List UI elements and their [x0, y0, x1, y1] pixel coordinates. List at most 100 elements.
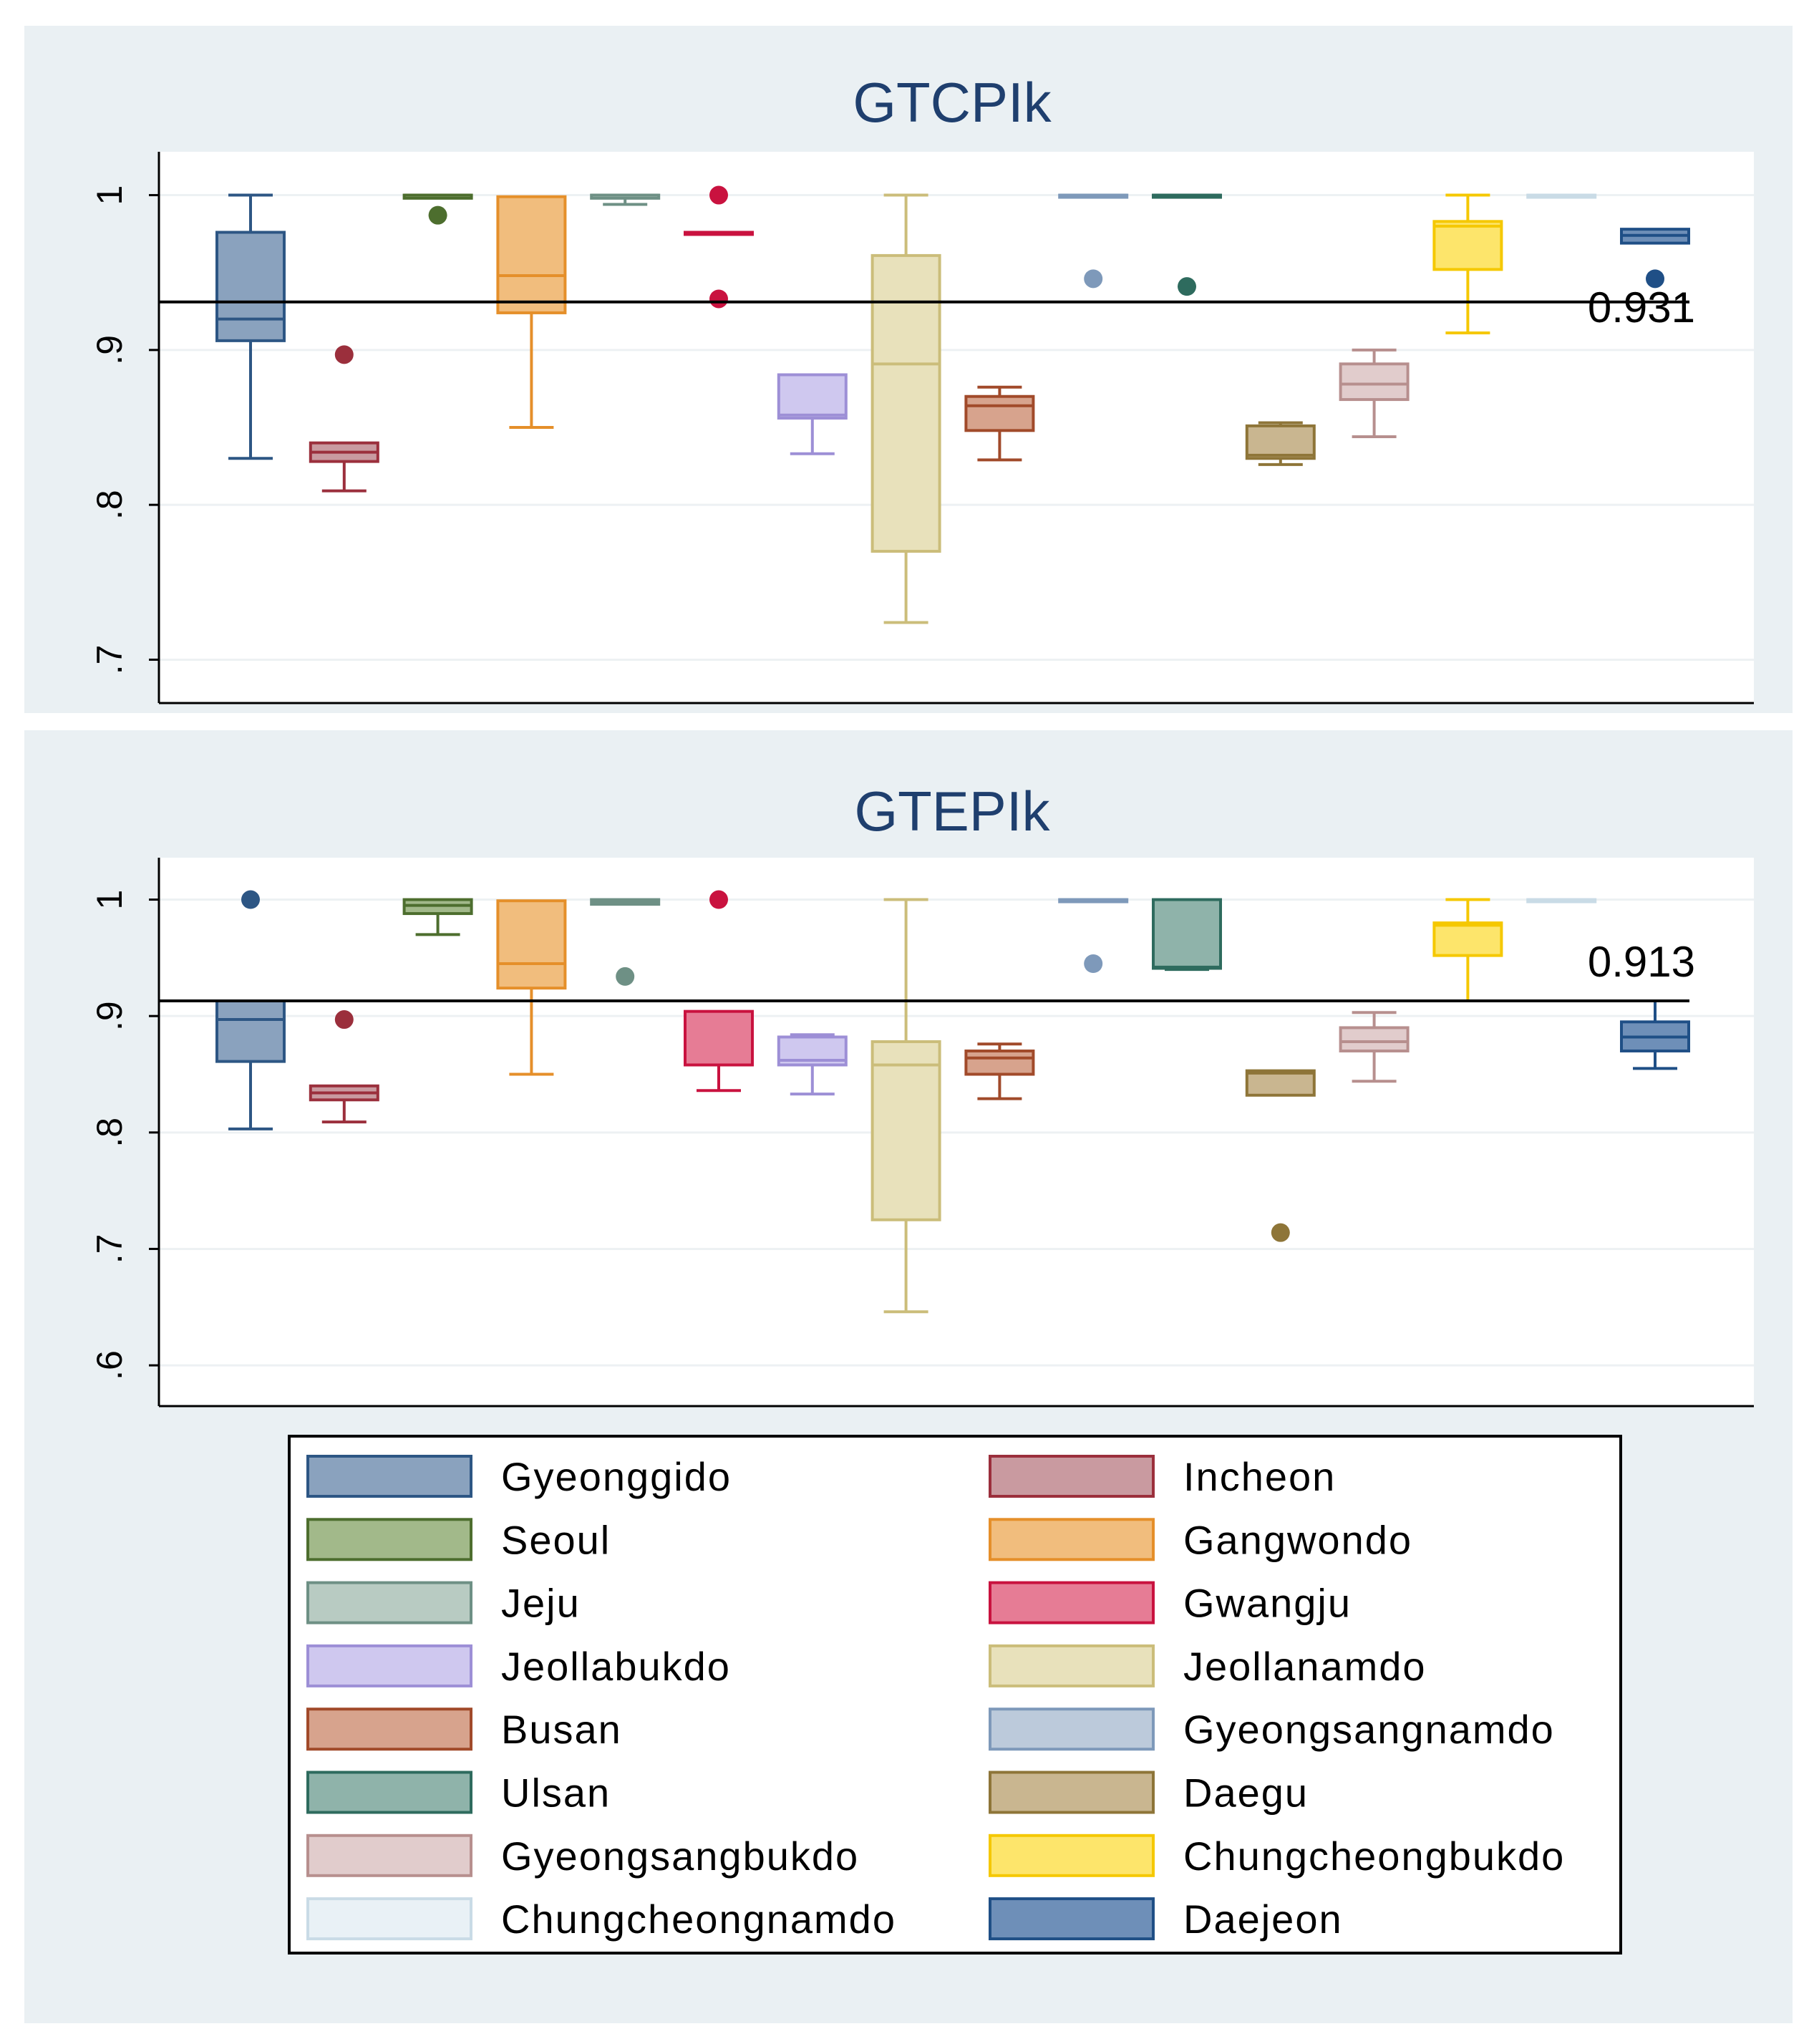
- gtcpik-plot-area: [159, 152, 1754, 703]
- legend-label: Daegu: [1183, 1771, 1309, 1816]
- gtcpik-y-tick-label: .8: [89, 490, 130, 520]
- gtcpik-y-tick-label: .7: [89, 645, 130, 675]
- gtcpik-box-jeollanamdo: [870, 193, 941, 624]
- legend-swatch: [306, 1708, 472, 1751]
- legend-item-gyeongsangbukdo: Gyeongsangbukdo: [306, 1834, 859, 1879]
- iqr-box: [1339, 362, 1410, 402]
- gtcpik-box-gangwondo: [496, 195, 567, 429]
- gtepik-box-chungcheongbukdo: [1432, 898, 1503, 1003]
- gtcpik-box-chungcheongnamdo: [1526, 193, 1597, 199]
- gtepik-y-tick-label: .7: [89, 1234, 130, 1264]
- outlier-point: [1646, 269, 1664, 289]
- gtepik-reference-label: 0.913: [1588, 938, 1695, 986]
- gtepik-axes: .6 .7 .8 .9 1: [89, 858, 1754, 1408]
- legend-item-daejeon: Daejeon: [989, 1897, 1343, 1942]
- gtcpik-box-chungcheongbukdo: [1432, 193, 1503, 335]
- iqr-box: [496, 899, 567, 990]
- gtepik-box-gwangju: [684, 890, 754, 1093]
- gtcpik-boxes: [215, 185, 1690, 624]
- gtepik-box-jeollabukdo: [777, 1033, 848, 1096]
- gtcpik-box-seoul: [402, 193, 473, 225]
- gtepik-box-jeollanamdo: [870, 898, 941, 1314]
- legend-label: Seoul: [501, 1517, 611, 1562]
- gtcpik-reference-label: 0.931: [1588, 284, 1695, 331]
- legend-swatch: [989, 1897, 1155, 1941]
- gtepik-y-tick-label: 1: [89, 890, 130, 910]
- gtcpik-box-gyeongsangnamdo: [1058, 193, 1129, 289]
- gtcpik-panel: GTCPIk .7 .8 .9 1 0.931: [24, 26, 1793, 713]
- legend-item-busan: Busan: [306, 1707, 622, 1752]
- legend-item-jeju: Jeju: [306, 1581, 579, 1626]
- legend-swatch: [989, 1834, 1155, 1877]
- iqr-box: [870, 1040, 941, 1221]
- legend-item-chungcheongnamdo: Chungcheongnamdo: [306, 1897, 896, 1942]
- iqr-box: [1245, 424, 1316, 460]
- gtcpik-y-tick-label: 1: [89, 185, 130, 205]
- iqr-box: [215, 231, 286, 342]
- legend-item-ulsan: Ulsan: [306, 1771, 611, 1816]
- gtepik-box-gyeonggido: [215, 890, 286, 1130]
- gtcpik-box-jeollabukdo: [777, 373, 848, 455]
- gtcpik-box-incheon: [309, 345, 379, 493]
- legend-label: Jeollanamdo: [1183, 1644, 1427, 1689]
- iqr-box: [1339, 1026, 1410, 1052]
- legend-item-gwangju: Gwangju: [989, 1581, 1350, 1626]
- iqr-box: [964, 1049, 1035, 1076]
- outlier-point: [1084, 269, 1103, 289]
- legend-frame: [288, 1435, 1622, 1955]
- iqr-box: [1432, 921, 1503, 957]
- outlier-point: [709, 289, 728, 309]
- iqr-box: [870, 253, 941, 553]
- legend-swatch: [989, 1771, 1155, 1814]
- legend-swatch: [306, 1581, 472, 1624]
- legend-swatch: [989, 1708, 1155, 1751]
- gtcpik-box-jeju: [590, 193, 661, 206]
- iqr-box: [496, 195, 567, 314]
- gtepik-box-incheon: [309, 1010, 379, 1124]
- gtepik-box-daegu: [1245, 1069, 1316, 1242]
- gtcpik-axes: .7 .8 .9 1: [89, 152, 1754, 704]
- legend: Gyeonggido Incheon Seoul Gangwondo Jeju Gwang…: [288, 1435, 1622, 1955]
- legend-swatch: [306, 1897, 472, 1941]
- gtcpik-box-daegu: [1245, 421, 1316, 466]
- gtcpik-box-gwangju: [684, 185, 754, 309]
- legend-item-seoul: Seoul: [306, 1517, 611, 1562]
- outlier-point: [1084, 954, 1103, 973]
- legend-label: Busan: [501, 1707, 622, 1752]
- gtepik-y-tick-label: .8: [89, 1118, 130, 1148]
- gtepik-box-ulsan: [1152, 898, 1222, 972]
- gtepik-y-tick-label: .6: [89, 1350, 130, 1380]
- legend-item-daegu: Daegu: [989, 1771, 1309, 1816]
- outlier-point: [334, 1010, 354, 1030]
- legend-items: Gyeonggido Incheon Seoul Gangwondo Jeju Gwang…: [306, 1454, 1563, 1942]
- gtepik-y-tick-label: .9: [89, 1001, 130, 1031]
- legend-item-chungcheongbukdo: Chungcheongbukdo: [989, 1834, 1563, 1879]
- legend-item-jeollanamdo: Jeollanamdo: [989, 1644, 1427, 1689]
- legend-label: Jeollabukdo: [501, 1644, 731, 1689]
- outlier-point: [1178, 277, 1196, 296]
- gtepik-box-gangwondo: [496, 899, 567, 1076]
- legend-label: Chungcheongnamdo: [501, 1897, 896, 1942]
- legend-label: Ulsan: [501, 1771, 611, 1816]
- legend-label: Daejeon: [1183, 1897, 1343, 1942]
- gtcpik-box-daejeon: [1620, 228, 1690, 289]
- gtcpik-box-gyeongsangbukdo: [1339, 348, 1410, 438]
- iqr-box: [684, 1009, 754, 1067]
- legend-swatch: [989, 1518, 1155, 1561]
- iqr-box: [1245, 1069, 1316, 1097]
- gtcpik-box-ulsan: [1152, 193, 1222, 296]
- legend-label: Gyeonggido: [501, 1454, 732, 1499]
- legend-item-gyeongsangnamdo: Gyeongsangnamdo: [989, 1707, 1553, 1752]
- gtcpik-title: GTCPIk: [853, 71, 1052, 134]
- legend-item-gangwondo: Gangwondo: [989, 1517, 1411, 1562]
- legend-swatch: [306, 1644, 472, 1687]
- outlier-point: [428, 205, 447, 225]
- legend-item-gyeonggido: Gyeonggido: [306, 1454, 732, 1499]
- gtepik-box-gyeongsangbukdo: [1339, 1011, 1410, 1083]
- outlier-point: [1271, 1223, 1290, 1242]
- legend-label: Gyeongsangbukdo: [501, 1834, 859, 1879]
- outlier-point: [241, 890, 260, 909]
- gtepik-boxes: [215, 890, 1690, 1314]
- gtepik-box-busan: [964, 1042, 1035, 1100]
- gtepik-box-gyeongsangnamdo: [1058, 898, 1129, 973]
